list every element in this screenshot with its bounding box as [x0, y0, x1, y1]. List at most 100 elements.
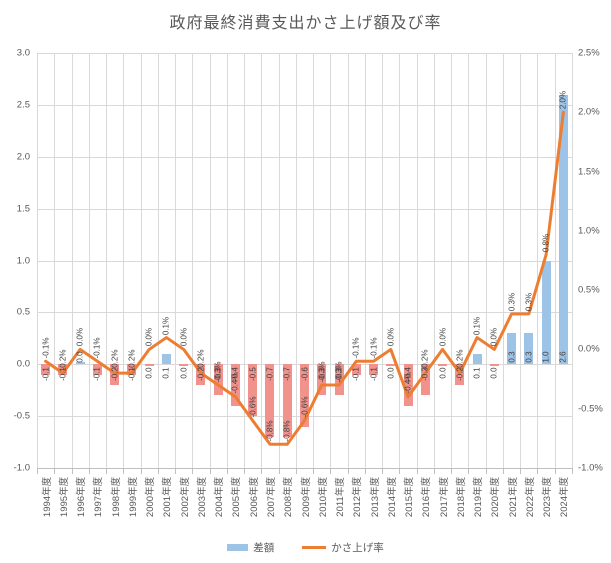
rate-value-label: -0.2% — [420, 349, 430, 371]
gridline-vertical — [485, 53, 487, 468]
x-axis-tick — [330, 468, 332, 474]
rate-value-label: 0.0% — [75, 328, 85, 347]
x-axis-tick — [278, 468, 280, 474]
bar-negative — [369, 364, 379, 375]
x-axis-tick — [37, 468, 38, 474]
rate-value-label: 0.1% — [161, 316, 171, 335]
gridline-vertical — [399, 53, 401, 468]
gridline-vertical — [572, 53, 573, 468]
gridline-vertical — [175, 53, 177, 468]
rate-value-label: 2.0% — [558, 91, 568, 110]
left-axis-label: 1.5 — [16, 203, 30, 215]
x-axis-tick — [520, 468, 522, 474]
rate-value-label: -0.6% — [300, 396, 309, 418]
x-axis-tick — [468, 468, 470, 474]
left-axis-label: 3.0 — [16, 47, 30, 59]
x-axis-label: 2013年度 — [369, 476, 381, 518]
right-axis-label: 1.5% — [578, 166, 600, 178]
bar-value-label: -0.1 — [92, 367, 102, 382]
gridline-vertical — [54, 53, 56, 468]
gridline-vertical — [261, 53, 263, 468]
chart-title: 政府最終消費支出かさ上げ額及び率 — [169, 15, 442, 32]
bar-value-label: 0.1 — [161, 367, 171, 379]
x-axis-label: 2018年度 — [455, 476, 467, 518]
gridline-horizontal — [37, 312, 572, 314]
rate-value-label: -0.1% — [92, 337, 102, 359]
x-axis-label: 2014年度 — [386, 476, 398, 518]
bar-positive — [472, 353, 482, 365]
bar-value-label: 0.0 — [438, 367, 448, 379]
gridline-vertical — [451, 53, 453, 468]
bar-positive — [161, 353, 171, 365]
gridline-horizontal — [37, 260, 572, 262]
gridline-vertical — [106, 53, 108, 468]
rate-value-label: 0.8% — [541, 233, 551, 252]
bar-value-label: 2.6 — [558, 351, 568, 363]
rate-value-label: 0.0% — [179, 328, 189, 347]
left-axis-label: 1.0 — [16, 255, 30, 266]
x-axis-label: 2006年度 — [248, 476, 260, 518]
gridline-vertical — [295, 53, 297, 468]
x-axis-tick — [175, 468, 177, 474]
rate-value-label: -0.1% — [41, 337, 51, 359]
x-axis-label: 2019年度 — [473, 476, 485, 518]
bar-value-label: 0.1 — [472, 367, 482, 379]
bar-negative — [179, 364, 189, 367]
right-axis-label: 2.0% — [578, 106, 600, 118]
gridline-vertical — [37, 53, 38, 468]
gridline-vertical — [502, 53, 504, 468]
bar-positive — [75, 362, 85, 365]
gridline-vertical — [140, 53, 142, 468]
x-axis-label: 2003年度 — [196, 476, 208, 518]
bar-negative — [144, 364, 154, 367]
bar-value-label: -0.7 — [265, 367, 275, 382]
x-axis-label: 2015年度 — [404, 476, 416, 518]
x-axis-label: 1996年度 — [76, 476, 88, 518]
rate-value-label: -0.1% — [369, 337, 379, 359]
bar-positive — [558, 94, 568, 365]
bar-negative — [300, 364, 309, 427]
bar-value-label: 0.3 — [524, 351, 534, 363]
rate-value-label: 0.0% — [144, 328, 154, 347]
bar-negative — [386, 364, 396, 367]
gridline-vertical — [554, 53, 556, 468]
rate-value-label: -0.3% — [334, 361, 344, 382]
x-axis-tick — [140, 468, 142, 474]
gridline-vertical — [123, 53, 125, 468]
x-axis-tick — [399, 468, 401, 474]
gridline-vertical — [347, 53, 349, 468]
x-axis-tick — [572, 468, 573, 474]
x-axis-label: 2008年度 — [283, 476, 295, 518]
legend-item-bar: 差額 — [227, 540, 274, 555]
x-axis-label: 1998年度 — [110, 476, 122, 518]
legend-bar-label: 差額 — [253, 542, 275, 554]
x-axis-tick — [364, 468, 366, 474]
bar-negative — [334, 364, 344, 396]
right-axis-label: 0.5% — [578, 284, 600, 296]
x-axis-tick — [54, 468, 56, 474]
x-axis-label: 1999年度 — [127, 476, 139, 518]
gridline-vertical — [382, 53, 384, 468]
x-axis-label: 2020年度 — [490, 476, 502, 518]
bar-value-label: 1.0 — [541, 351, 551, 363]
bar-negative — [282, 364, 292, 437]
x-axis-label: 2010年度 — [317, 476, 329, 518]
x-axis-label: 2021年度 — [507, 476, 519, 518]
x-axis-tick — [451, 468, 453, 474]
rate-value-label: -0.8% — [265, 420, 275, 442]
x-axis-label: 1995年度 — [58, 476, 70, 518]
bar-value-label: -0.1 — [351, 367, 361, 382]
rate-value-label: -0.3% — [317, 361, 327, 382]
x-axis-label: 2002年度 — [179, 476, 191, 518]
bar-negative — [317, 364, 327, 396]
rate-value-label: -0.2% — [127, 349, 137, 371]
bar-negative — [351, 364, 361, 375]
gridline-vertical — [157, 53, 159, 468]
bar-positive — [507, 333, 517, 365]
rate-value-label: -0.2% — [58, 349, 68, 371]
x-axis-label: 1994年度 — [41, 476, 53, 518]
left-axis-label: -1.0 — [13, 462, 30, 474]
bar-negative — [213, 364, 223, 396]
legend: 差額 かさ上げ率 — [0, 540, 611, 555]
